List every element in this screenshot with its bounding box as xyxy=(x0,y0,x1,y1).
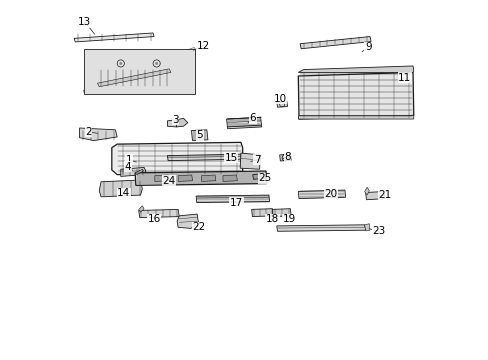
Polygon shape xyxy=(178,175,192,181)
Text: 9: 9 xyxy=(364,42,371,52)
Text: 8: 8 xyxy=(284,152,290,162)
Polygon shape xyxy=(279,154,290,161)
Polygon shape xyxy=(167,120,180,127)
Polygon shape xyxy=(298,116,413,119)
Text: 6: 6 xyxy=(249,113,256,123)
Polygon shape xyxy=(201,175,215,181)
Polygon shape xyxy=(135,169,143,175)
Polygon shape xyxy=(276,101,287,107)
Polygon shape xyxy=(167,154,241,161)
Polygon shape xyxy=(139,210,179,218)
Polygon shape xyxy=(226,117,261,129)
Circle shape xyxy=(119,62,122,65)
Text: 21: 21 xyxy=(378,190,391,200)
Polygon shape xyxy=(99,180,142,197)
Bar xyxy=(83,49,195,94)
Text: 15: 15 xyxy=(224,153,237,163)
Text: 14: 14 xyxy=(117,188,130,198)
Text: 5: 5 xyxy=(196,130,203,140)
Polygon shape xyxy=(298,190,345,199)
Polygon shape xyxy=(223,175,237,181)
Text: 12: 12 xyxy=(196,41,209,50)
Text: 13: 13 xyxy=(78,17,91,27)
Text: 10: 10 xyxy=(273,94,286,104)
Text: 16: 16 xyxy=(147,215,161,224)
Polygon shape xyxy=(112,142,242,175)
Text: 7: 7 xyxy=(253,155,260,165)
Text: 11: 11 xyxy=(397,73,410,83)
Polygon shape xyxy=(300,37,370,49)
Circle shape xyxy=(155,62,158,65)
Polygon shape xyxy=(80,128,117,140)
Polygon shape xyxy=(177,214,198,228)
Polygon shape xyxy=(252,174,265,179)
Polygon shape xyxy=(298,66,413,72)
Polygon shape xyxy=(139,206,144,212)
Text: 18: 18 xyxy=(265,215,279,224)
Text: 17: 17 xyxy=(229,198,243,208)
Polygon shape xyxy=(196,195,269,203)
Polygon shape xyxy=(240,153,260,169)
Text: 24: 24 xyxy=(162,176,176,186)
Text: 20: 20 xyxy=(324,189,337,199)
Text: 2: 2 xyxy=(85,127,92,136)
Text: 23: 23 xyxy=(371,226,385,236)
Polygon shape xyxy=(276,225,365,231)
Text: 25: 25 xyxy=(258,173,271,183)
Text: 1: 1 xyxy=(125,154,132,165)
Polygon shape xyxy=(364,187,368,195)
Polygon shape xyxy=(298,72,413,119)
Polygon shape xyxy=(251,209,273,217)
Text: 22: 22 xyxy=(192,222,205,232)
Polygon shape xyxy=(83,47,196,94)
Polygon shape xyxy=(74,33,154,42)
Polygon shape xyxy=(364,224,369,231)
Polygon shape xyxy=(155,175,169,181)
Polygon shape xyxy=(176,118,187,127)
Text: 3: 3 xyxy=(172,115,179,125)
Text: 4: 4 xyxy=(124,162,131,172)
Polygon shape xyxy=(365,192,384,200)
Polygon shape xyxy=(135,171,266,185)
Text: 19: 19 xyxy=(282,215,295,224)
Polygon shape xyxy=(97,69,171,87)
Polygon shape xyxy=(191,130,207,140)
Polygon shape xyxy=(272,209,290,217)
Polygon shape xyxy=(121,167,145,176)
